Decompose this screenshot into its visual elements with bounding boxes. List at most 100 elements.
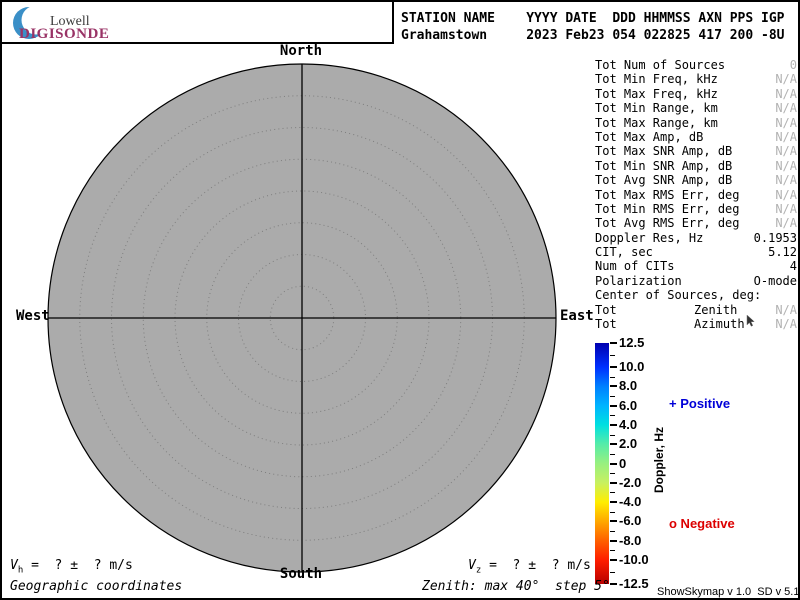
stats-label: Tot Num of Sources <box>595 58 726 72</box>
stats-label: Num of CITs <box>595 259 675 274</box>
colorbar-minor-tick <box>610 453 615 455</box>
stats-row: Tot Max Freq, kHz N/A <box>595 87 797 101</box>
colorbar-major-tick <box>610 501 617 504</box>
colorbar-major-tick <box>610 558 617 561</box>
vz-subscript: z <box>475 565 482 576</box>
compass-label-south: South <box>279 566 323 582</box>
stats-value: N/A <box>775 216 797 231</box>
colorbar-tick-label: 8.0 <box>619 378 638 394</box>
stats-row: Tot Num of Sources 0 <box>595 58 797 72</box>
colorbar-major-tick <box>610 342 617 344</box>
stats-mid-label: Azimuth <box>694 317 745 331</box>
stats-value: 0 <box>789 58 797 72</box>
coordinate-system-label: Geographic coordinates <box>10 579 183 594</box>
stats-value: N/A <box>775 129 797 144</box>
stats-row: Num of CITs 4 <box>595 259 797 273</box>
stats-panel: Tot Num of Sources 0 Tot Min Freq, kHz N/A T… <box>595 58 797 331</box>
colorbar-tick-label: 2.0 <box>619 436 638 452</box>
stats-row: Tot Max Amp, dB N/A <box>595 130 797 144</box>
stats-label: Tot Avg SNR Amp, dB <box>595 173 733 188</box>
stats-label: Tot Min SNR Amp, dB <box>595 158 733 173</box>
stats-label: Tot Max RMS Err, deg <box>595 187 740 202</box>
stats-value: N/A <box>775 201 797 216</box>
vertical-velocity-readout: Vz = ? ± ? m/s <box>468 558 591 576</box>
vh-value: = ? ± ? m/s <box>23 558 133 573</box>
stats-value: N/A <box>775 173 797 188</box>
stats-value: N/A <box>775 72 797 87</box>
colorbar-major-tick <box>610 520 617 523</box>
colorbar-tick-label: -10.0 <box>619 551 649 567</box>
legend-negative: o Negative <box>669 516 735 531</box>
colorbar-major-tick <box>610 423 617 426</box>
colorbar-tick-label: 0 <box>619 455 627 471</box>
stats-label: Polarization <box>595 273 682 288</box>
stats-value: O-mode <box>753 273 797 288</box>
zenith-range-label: Zenith: max 40° step 5° <box>422 579 610 594</box>
colorbar-minor-tick <box>610 396 615 397</box>
colorbar-minor-tick <box>610 415 615 417</box>
colorbar-major-tick <box>610 583 617 585</box>
stats-row: Tot Avg RMS Err, deg N/A <box>595 216 797 230</box>
colorbar-tick-label: -2.0 <box>619 474 642 490</box>
colorbar-major-tick <box>610 366 617 369</box>
stats-label: Tot <box>595 302 617 317</box>
stats-label: Tot <box>595 317 617 332</box>
colorbar-minor-tick <box>610 531 615 532</box>
stats-row: Polarization O-mode <box>595 274 797 288</box>
stats-row: Tot Azimuth N/A <box>595 317 797 331</box>
stats-label: Tot Min Range, km <box>595 101 718 116</box>
stats-row: Tot Max SNR Amp, dB N/A <box>595 144 797 158</box>
doppler-axis-label: Doppler, Hz <box>652 426 666 494</box>
colorbar-tick-label: -8.0 <box>619 532 642 548</box>
colorbar-minor-tick <box>610 473 615 475</box>
stats-value: 5.12 <box>768 245 797 260</box>
colorbar-major-tick <box>610 443 617 446</box>
horizontal-velocity-readout: Vh = ? ± ? m/s <box>10 558 133 576</box>
lowell-crescent-icon <box>13 5 50 39</box>
stats-value: N/A <box>775 86 797 101</box>
compass-label-east: East <box>560 308 594 324</box>
stats-value: N/A <box>775 187 797 202</box>
colorbar-tick-label: -4.0 <box>619 494 642 510</box>
stats-row: Tot Avg SNR Amp, dB N/A <box>595 173 797 187</box>
stats-row: Tot Max Range, km N/A <box>595 116 797 130</box>
station-header: STATION NAME YYYY DATE DDD HHMMSS AXN PP… <box>401 10 785 44</box>
stats-row: Center of Sources, deg: <box>595 288 797 302</box>
stats-row: Tot Max RMS Err, deg N/A <box>595 188 797 202</box>
colorbar-tick-label: 4.0 <box>619 416 638 432</box>
stats-mid-label: Zenith <box>694 303 737 317</box>
stats-label: Tot Min RMS Err, deg <box>595 201 740 216</box>
stats-value: N/A <box>775 115 797 130</box>
stats-label: Doppler Res, Hz <box>595 230 704 245</box>
colorbar-major-tick <box>610 481 617 484</box>
stats-row: Tot Zenith N/A <box>595 303 797 317</box>
colorbar-minor-tick <box>610 434 615 436</box>
colorbar-major-tick <box>610 404 617 407</box>
stats-mid-text: Zenith <box>694 302 738 317</box>
stats-value: 0.1953 <box>753 230 797 245</box>
colorbar-major-tick <box>610 385 617 388</box>
colorbar-major-tick <box>610 462 617 465</box>
version-label: ShowSkymap v 1.0 SD v 5.1 <box>657 586 800 598</box>
stats-value: N/A <box>775 101 797 116</box>
logo-digisonde-text: DIGISONDE <box>19 26 110 42</box>
stats-label: Center of Sources, deg: <box>595 288 762 303</box>
stats-value: N/A <box>775 317 797 332</box>
stats-row: CIT, sec 5.12 <box>595 245 797 259</box>
colorbar-tick-label: 12.5 <box>619 335 645 350</box>
stats-value: N/A <box>775 144 797 159</box>
stats-row: Tot Min Freq, kHz N/A <box>595 72 797 86</box>
logo-lowell-text: Lowell <box>50 14 90 29</box>
stats-label: Tot Avg RMS Err, deg <box>595 216 740 231</box>
vz-symbol: V <box>468 558 476 573</box>
vh-subscript: h <box>17 565 24 576</box>
colorbar-minor-tick <box>610 355 615 357</box>
stats-row: Tot Min Range, km N/A <box>595 101 797 115</box>
colorbar-minor-tick <box>610 550 615 552</box>
vh-symbol: V <box>10 558 18 573</box>
station-header-labels: STATION NAME YYYY DATE DDD HHMMSS AXN PP… <box>401 11 785 26</box>
station-header-values: Grahamstown 2023 Feb23 054 022825 417 20… <box>401 28 785 43</box>
compass-label-west: West <box>16 308 50 324</box>
stats-label: Tot Max Range, km <box>595 115 718 130</box>
